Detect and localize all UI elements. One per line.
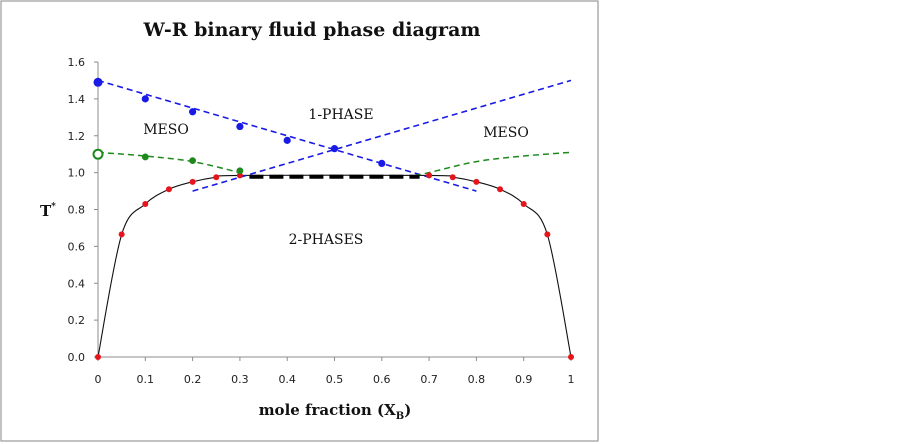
x-tick-label: 0.7	[420, 373, 438, 386]
blue-dashed-descending-line	[97, 79, 477, 192]
coexistence-point	[520, 200, 527, 207]
x-axis-label-main: mole fraction (X	[259, 401, 396, 419]
region-label-one-phase: 1-PHASE	[308, 107, 373, 123]
y-tick-label: 1.6	[68, 56, 86, 69]
green-data-point	[141, 153, 149, 161]
coexistence-point	[449, 174, 456, 181]
region-label-two-phases: 2-PHASES	[289, 232, 364, 248]
y-tick-label: 1.2	[68, 130, 86, 143]
x-tick-label: 0.8	[468, 373, 486, 386]
coexistence-point	[165, 186, 172, 193]
x-axis-label-subscript: B	[396, 411, 404, 422]
blue-data-point	[189, 108, 197, 116]
coexistence-point	[568, 354, 574, 360]
coexistence-point	[426, 172, 433, 179]
coexistence-point	[189, 178, 196, 185]
y-tick-label: 0.8	[68, 204, 86, 217]
y-axis-label-main: T	[40, 202, 52, 220]
y-tick-label: 0.4	[68, 277, 86, 290]
coexistence-point	[95, 354, 101, 360]
blue-data-point	[283, 136, 291, 144]
x-ticks: 0 0.1 0.2 0.3 0.4 0.5 0.6 0.7 0.8 0.9 1	[95, 357, 575, 386]
x-tick-label: 0.5	[326, 373, 344, 386]
green-dashed-left-curve	[97, 151, 241, 174]
coexistence-point	[142, 200, 149, 207]
y-tick-label: 1.0	[68, 167, 86, 180]
coexistence-point	[213, 174, 220, 181]
coexistence-point	[473, 178, 480, 185]
y-tick-label: 1.4	[68, 93, 86, 106]
x-tick-label: 1	[568, 373, 575, 386]
blue-data-point	[141, 95, 149, 103]
blue-dashed-ascending-line	[192, 79, 572, 192]
green-data-point	[189, 157, 197, 165]
green-data-point	[236, 167, 244, 175]
coexistence-point	[236, 172, 243, 179]
y-axis-label-superscript: *	[51, 202, 56, 212]
region-label-meso-right: MESO	[483, 125, 529, 141]
x-tick-label: 0.4	[278, 373, 296, 386]
blue-data-point	[93, 77, 103, 87]
y-tick-label: 0.6	[68, 240, 86, 253]
green-data-point-open	[92, 148, 104, 160]
coexistence-point	[497, 186, 504, 193]
coexistence-point	[118, 231, 125, 238]
coexistence-point	[544, 231, 551, 238]
blue-data-point	[330, 145, 339, 153]
y-axis-label: T*	[40, 202, 56, 220]
x-tick-label: 0.6	[373, 373, 391, 386]
y-tick-label: 0.0	[68, 351, 86, 364]
y-ticks: 0.0 0.2 0.4 0.6 0.8 1.0 1.2 1.4 1.6	[68, 56, 98, 364]
x-tick-label: 0	[95, 373, 102, 386]
x-tick-label: 0.2	[184, 373, 202, 386]
data-points	[92, 77, 574, 360]
region-label-meso-left: MESO	[143, 122, 189, 138]
blue-data-point	[236, 122, 244, 131]
chart-frame	[0, 0, 599, 442]
x-axis-label: mole fraction (XB)	[259, 401, 412, 422]
x-tick-label: 0.9	[515, 373, 533, 386]
y-tick-label: 0.2	[68, 314, 86, 327]
green-dashed-right-curve	[414, 151, 572, 177]
chart-title: W-R binary fluid phase diagram	[143, 19, 481, 41]
x-axis-label-close: )	[404, 401, 411, 419]
x-tick-label: 0.3	[231, 373, 249, 386]
blue-data-point	[378, 159, 386, 168]
x-tick-label: 0.1	[137, 373, 155, 386]
